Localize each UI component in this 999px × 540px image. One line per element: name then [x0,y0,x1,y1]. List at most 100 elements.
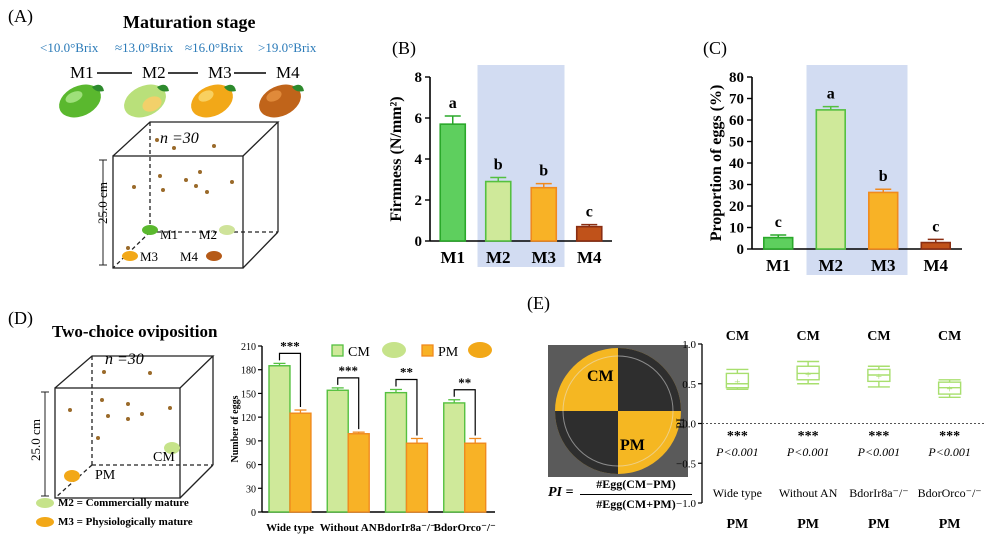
y-tick-label: 4 [415,152,423,168]
x-tick-label: M1 [766,256,791,275]
legend-mango-m3-icon [36,517,54,527]
y-axis-label: Number of eggs [230,395,241,462]
fly-dots [126,138,234,250]
top-label-cm: CM [867,329,890,344]
stage-label-m2: M2 [142,63,166,82]
bottom-label-pm: PM [939,517,961,532]
y-tick-label: 180 [241,366,256,377]
stage-label-m3: M3 [208,63,232,82]
y-tick-label: 0 [415,234,423,250]
y-tick-label: 40 [729,156,744,172]
p-value: P<0.001 [786,445,829,459]
significance-letter: c [775,214,782,231]
significance-letter: c [932,218,939,235]
significance-letter: c [586,204,593,221]
bar-m3 [868,191,899,250]
p-value: P<0.001 [715,445,758,459]
panel-d-illustration [36,355,215,527]
panel-a-title: Maturation stage [123,12,256,32]
y-tick-label: 0.5 [682,379,696,391]
cube-label-m1: M1 [160,227,179,242]
legend-swatch-cm [331,344,344,357]
legend-m2-text: M2 = Commercially mature [58,497,189,509]
significance-letter: b [879,168,888,185]
legend-mango-pm-icon [468,342,492,358]
box-mean-marker: + [805,369,811,381]
significance-stars: *** [280,338,300,353]
mango-m3-icon [191,84,236,118]
y-tick-label: 30 [729,178,744,194]
box-mean-marker: + [947,384,953,396]
y-tick-label: 120 [241,413,256,424]
legend-m3-text: M3 = Physiologically mature [58,516,193,528]
significance-stars: ** [400,364,413,379]
y-tick-label: 0 [251,508,256,519]
panel-letter-d: (D) [8,308,33,328]
significance-letter: b [494,156,503,173]
bottom-label-pm: PM [726,517,748,532]
petri-dish [548,345,688,477]
y-tick-label: 70 [729,92,744,108]
mini-mango-m1-icon [142,225,158,235]
legend-label-cm: CM [348,345,370,360]
y-tick-label: 80 [729,70,744,86]
panel-letter-e: (E) [527,293,550,313]
y-axis-label: PI [673,418,687,429]
legend-mango-cm-icon [382,342,406,358]
cube-label-m3: M3 [140,249,159,264]
significance-stars: ** [458,375,471,390]
significance-bracket [278,352,302,408]
panel-a-illustration [59,72,304,269]
n-label-a: n =30 [160,130,199,147]
x-tick-label: BdorIr8a⁻/⁻ [849,486,908,500]
bar-m3 [530,186,558,242]
x-tick-label: Wide type [266,522,314,534]
bar-m1 [439,123,467,242]
x-tick-label: BdorIr8a⁻/⁻ [377,522,436,534]
formula-lhs: PI = [548,485,574,500]
significance-stars: *** [338,363,358,378]
p-value: P<0.001 [857,445,900,459]
brix-label-3: ≈16.0°Brix [185,40,244,55]
dish-label-cm: CM [587,368,614,385]
y-tick-label: −0.5 [676,458,696,470]
y-tick-label: 150 [241,389,256,400]
significance-bracket [453,389,476,436]
mango-m2-icon [124,84,169,118]
significance-letter: a [827,86,835,103]
significance-letter: a [449,95,457,112]
y-tick-label: 60 [729,113,744,129]
y-tick-label: 50 [729,135,744,151]
mini-mango-m2-icon [219,225,235,235]
x-tick-label: M1 [440,248,465,267]
box-mean-marker: + [876,371,882,383]
x-tick-label: M3 [871,256,896,275]
significance-letter: b [539,163,548,180]
legend-label-pm: PM [438,345,459,360]
n-label-d: n =30 [105,351,144,368]
significance-stars: *** [939,429,960,444]
mango-m4-icon [259,84,304,118]
legend-swatch-pm [421,344,434,357]
bottom-label-pm: PM [868,517,890,532]
x-tick-label: BdorOrco⁻/⁻ [918,486,982,500]
stage-label-m4: M4 [276,63,300,82]
y-tick-label: 2 [415,193,423,209]
x-tick-label: Wide type [713,486,762,500]
box-mean-marker: + [734,376,740,388]
x-tick-label: M4 [577,248,602,267]
y-tick-label: −1.0 [676,498,696,510]
significance-bracket [395,378,418,436]
y-tick-label: 210 [241,342,256,353]
panel-letter-b: (B) [392,38,416,58]
x-tick-label: M2 [818,256,843,275]
significance-stars: *** [798,429,819,444]
legend-mango-m2-icon [36,498,54,508]
cube-label-m2: M2 [199,227,218,242]
x-tick-label: M4 [923,256,948,275]
p-value: P<0.001 [927,445,970,459]
y-tick-label: 8 [415,70,423,86]
x-tick-label: Without AN [779,486,838,500]
top-label-cm: CM [938,329,961,344]
